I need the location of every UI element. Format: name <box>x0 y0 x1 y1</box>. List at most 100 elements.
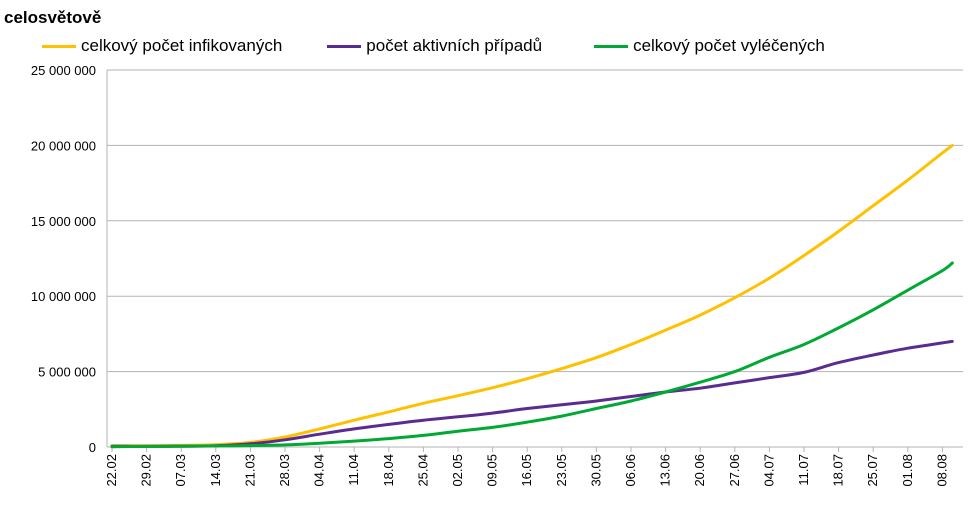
x-tick-label: 13.06 <box>658 454 673 487</box>
data-point <box>422 434 425 437</box>
legend-label-infected: celkový počet infikovaných <box>81 36 283 55</box>
data-point <box>906 288 909 292</box>
data-point <box>664 390 667 394</box>
chart-legend: celkový počet infikovaných počet aktivní… <box>42 35 825 57</box>
x-tick-label: 27.06 <box>727 454 742 487</box>
x-tick-label: 06.06 <box>623 454 638 487</box>
data-point <box>249 444 252 447</box>
x-tick-label: 01.08 <box>900 454 915 487</box>
data-point <box>768 376 771 379</box>
series-line-2 <box>110 261 954 449</box>
data-point <box>456 394 460 397</box>
data-point <box>283 438 287 441</box>
data-point <box>951 144 954 147</box>
series-line-0 <box>110 143 954 448</box>
legend-label-recovered: celkový počet vyléčených <box>633 36 825 55</box>
data-point <box>456 429 460 433</box>
data-point <box>699 380 702 384</box>
x-tick-label: 04.07 <box>761 454 776 487</box>
data-point <box>941 269 944 272</box>
x-tick-label: 07.03 <box>173 454 188 487</box>
chart-title: celosvětově <box>4 8 102 27</box>
data-point <box>951 261 954 265</box>
x-tick-label: 14.03 <box>208 454 223 487</box>
x-tick-label: 16.05 <box>519 454 534 487</box>
x-tick-label: 25.07 <box>865 454 880 487</box>
x-tick-label: 08.08 <box>934 454 949 487</box>
data-point <box>768 356 771 359</box>
data-point <box>733 381 736 385</box>
data-point <box>491 411 494 415</box>
gridlines <box>107 69 963 448</box>
legend-item-active: počet aktivních případů <box>327 36 542 56</box>
data-point <box>629 343 633 346</box>
x-tick-label: 18.04 <box>381 454 396 487</box>
data-point <box>387 423 390 426</box>
data-point <box>699 313 702 317</box>
data-point <box>318 432 321 436</box>
legend-swatch-infected <box>42 44 76 48</box>
legend-item-recovered: celkový počet vyléčených <box>594 36 825 56</box>
data-point <box>664 328 667 332</box>
data-point <box>560 367 563 370</box>
x-tick-label: 22.02 <box>104 454 119 487</box>
data-point <box>526 420 529 424</box>
y-tick-label: 0 <box>89 440 96 455</box>
y-tick-label: 10 000 000 <box>31 289 96 304</box>
data-point <box>526 377 529 380</box>
data-point <box>837 230 840 233</box>
data-point <box>802 371 806 374</box>
data-point <box>906 178 909 182</box>
x-tick-labels: 22.02 29.02 07.03 14.03 21.03 28.03 04.04 11.04… <box>104 454 949 487</box>
data-point <box>456 415 460 419</box>
data-point <box>872 204 875 207</box>
data-point <box>595 399 598 403</box>
legend-item-infected: celkový počet infikovaných <box>42 36 282 56</box>
x-tick-label: 02.05 <box>450 454 465 487</box>
data-point <box>768 276 771 280</box>
x-tick-label: 21.03 <box>242 454 257 487</box>
data-point <box>283 443 287 447</box>
data-point <box>422 402 425 405</box>
data-point <box>951 340 954 343</box>
data-point <box>491 386 494 389</box>
data-point <box>387 437 390 440</box>
axes <box>106 70 963 452</box>
data-point <box>629 395 633 398</box>
data-point <box>595 356 598 359</box>
legend-swatch-recovered <box>594 44 629 48</box>
y-tick-label: 5 000 000 <box>38 365 96 380</box>
data-point <box>387 410 390 414</box>
data-point <box>318 427 321 431</box>
x-tick-label: 11.07 <box>796 454 811 486</box>
data-point <box>733 296 736 299</box>
data-point <box>422 418 425 422</box>
data-point <box>318 442 321 445</box>
y-tick-labels: 0 5 000 000 10 000 000 15 000 000 20 000 000… <box>31 63 96 455</box>
data-point <box>872 353 875 357</box>
data-point <box>145 445 148 448</box>
y-tick-label: 15 000 000 <box>31 214 96 229</box>
data-point <box>491 426 494 429</box>
x-tick-label: 09.05 <box>485 454 500 487</box>
x-tick-label: 29.02 <box>139 454 154 487</box>
x-tick-label: 28.03 <box>277 454 292 487</box>
data-point <box>802 343 806 346</box>
data-point <box>560 414 563 418</box>
x-tick-label: 30.05 <box>588 454 603 487</box>
data-point <box>906 347 909 350</box>
y-tick-label: 20 000 000 <box>31 138 96 153</box>
legend-swatch-active <box>327 44 362 48</box>
data-point <box>941 341 944 345</box>
data-point <box>353 439 356 443</box>
data-point <box>629 399 633 403</box>
data-point <box>837 326 840 330</box>
data-point <box>214 444 217 448</box>
data-point <box>699 386 702 390</box>
series-lines <box>110 143 954 449</box>
data-point <box>526 407 529 410</box>
data-point <box>180 444 183 448</box>
data-point <box>353 418 356 422</box>
series-line-1 <box>110 339 954 448</box>
